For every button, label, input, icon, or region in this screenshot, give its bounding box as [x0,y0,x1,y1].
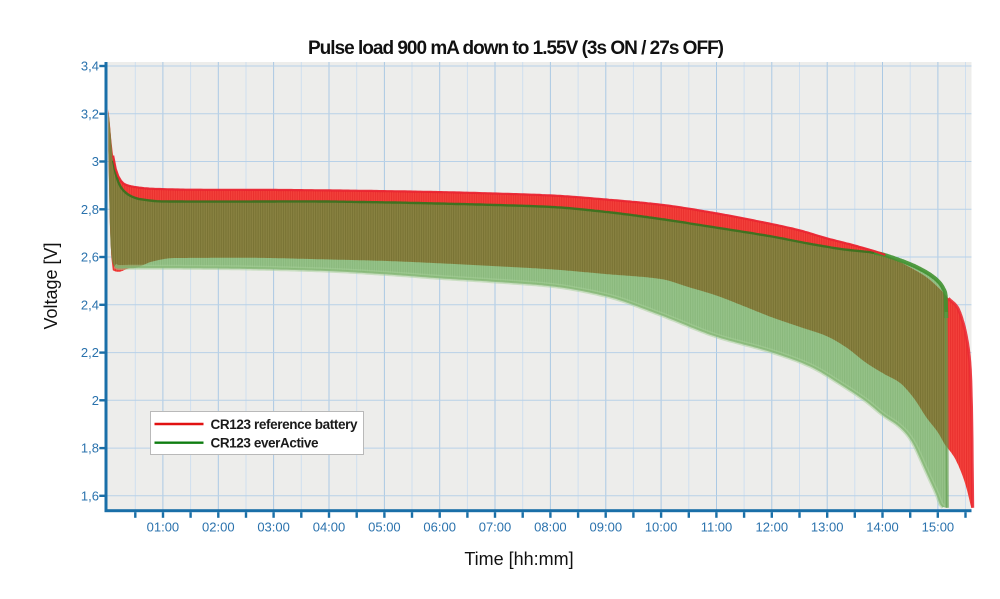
svg-text:01:00: 01:00 [147,520,180,535]
svg-text:2: 2 [92,393,99,408]
svg-text:1,6: 1,6 [81,488,99,503]
svg-text:07:00: 07:00 [479,520,512,535]
svg-text:15:00: 15:00 [922,520,955,535]
svg-text:3,4: 3,4 [81,59,99,74]
svg-text:3,2: 3,2 [81,106,99,121]
svg-text:2,4: 2,4 [81,297,99,312]
svg-text:Voltage [V]: Voltage [V] [41,242,61,329]
svg-text:3: 3 [92,154,99,169]
svg-text:13:00: 13:00 [811,520,844,535]
svg-text:05:00: 05:00 [368,520,401,535]
svg-text:2,8: 2,8 [81,202,99,217]
svg-text:Pulse load 900 mA down to 1.55: Pulse load 900 mA down to 1.55V (3s ON /… [308,38,724,59]
svg-text:CR123 everActive: CR123 everActive [211,436,319,451]
svg-text:11:00: 11:00 [701,520,733,535]
svg-text:10:00: 10:00 [645,520,678,535]
svg-text:03:00: 03:00 [257,520,290,535]
svg-text:12:00: 12:00 [756,520,789,535]
svg-text:04:00: 04:00 [313,520,346,535]
svg-text:Time [hh:mm]: Time [hh:mm] [464,549,573,569]
svg-text:2,2: 2,2 [81,345,99,360]
svg-text:09:00: 09:00 [590,520,623,535]
svg-text:CR123 reference battery: CR123 reference battery [211,417,358,432]
svg-text:1,8: 1,8 [81,441,99,456]
svg-text:02:00: 02:00 [202,520,235,535]
svg-text:2,6: 2,6 [81,250,99,265]
svg-text:08:00: 08:00 [534,520,567,535]
svg-text:14:00: 14:00 [866,520,899,535]
svg-text:06:00: 06:00 [423,520,456,535]
